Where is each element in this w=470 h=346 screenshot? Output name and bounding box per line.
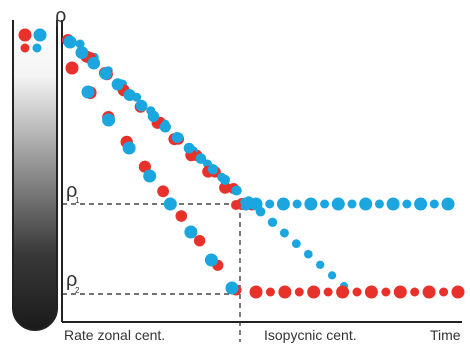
blue-plateau-dot bbox=[386, 197, 400, 211]
red-plateau-dot bbox=[381, 287, 391, 297]
red-plateau-dot bbox=[364, 285, 378, 299]
blue-dot bbox=[204, 253, 218, 267]
tube-body bbox=[12, 20, 58, 331]
blue-plateau-dot bbox=[359, 197, 373, 211]
guide-lines bbox=[62, 203, 241, 342]
tube-particle-blue-small bbox=[32, 43, 42, 53]
red-plateau-dot bbox=[294, 287, 304, 297]
blue-dot bbox=[135, 99, 148, 112]
blue-dot bbox=[99, 67, 112, 81]
blue-dot bbox=[147, 110, 160, 123]
blue-plateau-dot bbox=[441, 197, 455, 211]
blue-dot bbox=[279, 228, 289, 238]
red-plateau-dot bbox=[323, 287, 333, 297]
blue-plateau-dot bbox=[292, 199, 302, 209]
red-plateau-dot bbox=[439, 287, 449, 297]
blue-dot bbox=[328, 271, 337, 280]
red-plateau-dot bbox=[278, 285, 292, 299]
tube-particle-blue-large bbox=[33, 28, 47, 42]
blue-dot bbox=[207, 164, 219, 175]
red-dot bbox=[193, 235, 206, 247]
particle-trajectories bbox=[62, 34, 465, 299]
labels: ρ ρ 1 ρ 2 Rate zonal cent. Isopycnic cen… bbox=[55, 5, 461, 343]
blue-plateau-dot bbox=[429, 199, 439, 209]
rho2-subscript: 2 bbox=[75, 286, 80, 295]
blue-dot bbox=[75, 46, 89, 59]
blue-dot bbox=[225, 281, 239, 295]
blue-plateau-dot bbox=[249, 197, 263, 211]
blue-plateau-dot bbox=[414, 197, 428, 211]
blue-dot bbox=[171, 132, 183, 143]
blue-dot bbox=[63, 35, 77, 49]
blue-plateau-dot bbox=[374, 199, 384, 209]
blue-dot bbox=[163, 197, 177, 211]
red-plateau-dot bbox=[422, 285, 436, 299]
blue-dot bbox=[102, 113, 116, 127]
tube-particles bbox=[18, 28, 47, 53]
blue-dot bbox=[159, 121, 171, 133]
red-dot bbox=[231, 200, 241, 210]
red-plateau-dot bbox=[410, 287, 420, 297]
red-dot bbox=[175, 210, 188, 222]
red-dot bbox=[65, 61, 79, 75]
blue-plateau-dot bbox=[402, 199, 412, 209]
red-plateau-dot bbox=[352, 287, 362, 297]
blue-plateau-dot bbox=[320, 199, 330, 209]
rho2-label: ρ bbox=[66, 269, 77, 291]
rho1-label: ρ bbox=[66, 180, 77, 202]
y-axis-label-rho: ρ bbox=[55, 5, 66, 27]
rate-zonal-label: Rate zonal cent. bbox=[64, 327, 165, 343]
blue-dot bbox=[123, 89, 136, 101]
red-plateau-dot bbox=[451, 285, 465, 299]
blue-dot bbox=[122, 141, 136, 155]
blue-plateau-dot bbox=[265, 199, 275, 209]
red-dot bbox=[157, 185, 170, 198]
axes bbox=[61, 20, 462, 323]
blue-dot bbox=[81, 85, 95, 99]
tube-particle-red-small bbox=[20, 43, 30, 53]
blue-dot bbox=[111, 78, 124, 91]
rho1-subscript: 1 bbox=[75, 196, 80, 205]
tube-particle-red-large bbox=[18, 28, 32, 42]
blue-dot bbox=[195, 153, 207, 164]
blue-plateau-dot bbox=[304, 197, 318, 211]
blue-plateau-dot bbox=[276, 197, 290, 211]
blue-dot bbox=[316, 260, 325, 269]
blue-dot bbox=[143, 169, 157, 183]
red-dot bbox=[219, 181, 232, 194]
blue-dot bbox=[267, 217, 278, 227]
blue-dot bbox=[87, 56, 101, 70]
centrifuge-tube bbox=[12, 20, 58, 331]
blue-plateau-dot bbox=[331, 197, 345, 211]
red-plateau-dot bbox=[265, 287, 275, 297]
blue-dot bbox=[291, 239, 301, 249]
isopycnic-label: Isopycnic cent. bbox=[264, 327, 357, 343]
red-plateau-dot bbox=[249, 285, 263, 299]
blue-dot bbox=[183, 142, 195, 154]
red-plateau-dot bbox=[307, 285, 321, 299]
red-plateau-dot bbox=[336, 285, 350, 299]
time-label: Time bbox=[430, 327, 461, 343]
red-plateau-dot bbox=[393, 285, 407, 299]
blue-dot bbox=[239, 197, 253, 211]
blue-plateau-dot bbox=[347, 199, 357, 209]
blue-dot bbox=[184, 225, 198, 239]
blue-dot bbox=[304, 249, 313, 259]
blue-dot bbox=[219, 174, 230, 185]
blue-dot bbox=[231, 185, 242, 196]
